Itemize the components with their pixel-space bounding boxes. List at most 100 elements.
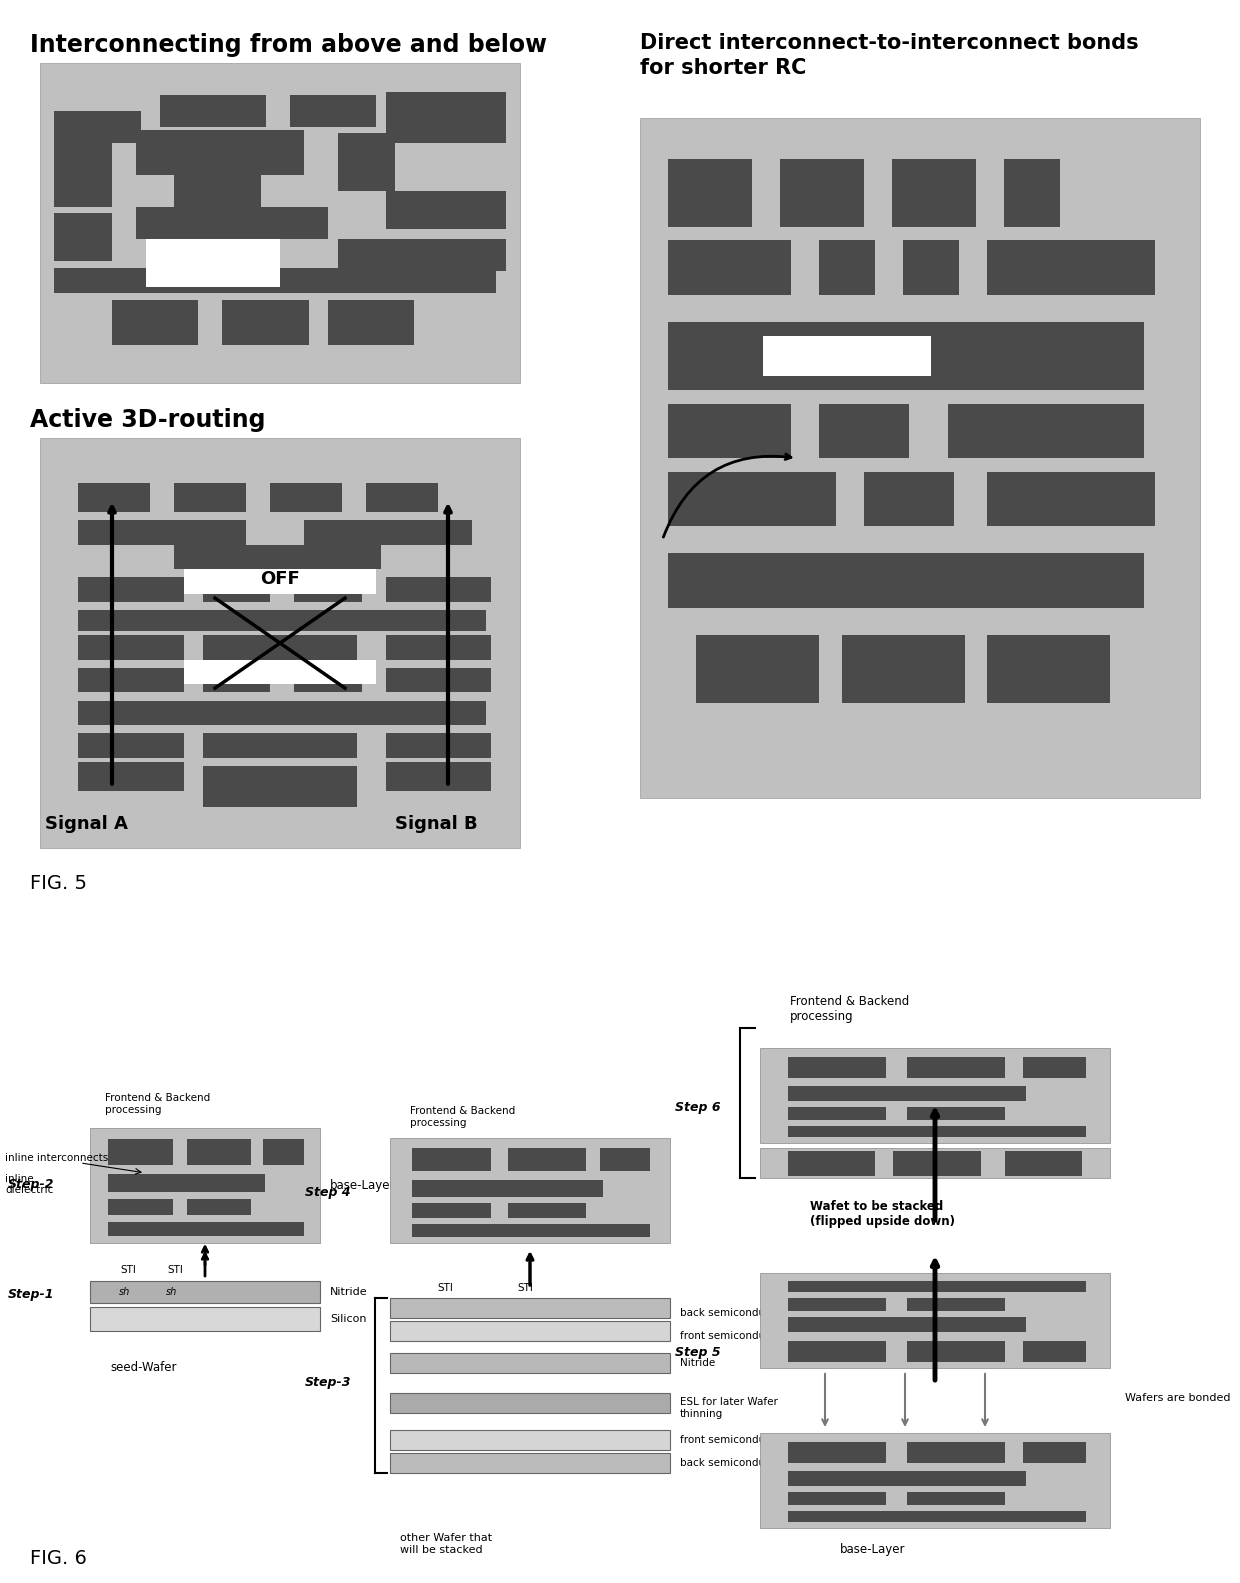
Bar — [1004, 1151, 1083, 1176]
Text: sh: sh — [166, 1287, 177, 1296]
Bar — [78, 635, 184, 660]
Bar — [787, 1281, 1085, 1292]
Bar — [787, 1298, 887, 1311]
Text: Nitride: Nitride — [680, 1358, 715, 1368]
Bar — [91, 1281, 320, 1303]
Bar — [787, 1510, 1085, 1523]
Bar — [987, 472, 1156, 526]
Bar — [175, 245, 280, 271]
Bar — [391, 1353, 670, 1372]
Bar — [668, 241, 791, 294]
Bar — [787, 1471, 1025, 1486]
Bar — [160, 95, 265, 127]
Bar — [391, 1429, 670, 1450]
Bar — [949, 404, 1145, 457]
Text: Silicon: Silicon — [330, 1314, 367, 1323]
Text: back semiconductor: back semiconductor — [680, 1308, 786, 1319]
Bar — [175, 483, 247, 511]
Bar — [668, 472, 836, 526]
Bar — [640, 119, 1200, 798]
Bar — [696, 635, 820, 703]
Bar — [91, 1308, 320, 1331]
Bar — [108, 1222, 304, 1236]
Bar — [906, 1107, 1004, 1121]
Text: STI: STI — [436, 1282, 453, 1293]
Text: Interconnecting from above and below: Interconnecting from above and below — [30, 33, 547, 57]
Text: back semiconductor: back semiconductor — [680, 1458, 786, 1467]
Text: STI: STI — [517, 1282, 533, 1293]
Bar — [337, 239, 506, 271]
Bar — [668, 158, 751, 226]
Bar — [906, 1341, 1004, 1363]
Text: Step 6: Step 6 — [675, 1102, 720, 1114]
Bar — [760, 1433, 1110, 1528]
Bar — [386, 635, 491, 660]
Bar — [820, 241, 875, 294]
Bar — [386, 668, 491, 692]
Text: base-Layer: base-Layer — [330, 1179, 396, 1192]
Text: Step-1: Step-1 — [7, 1289, 55, 1301]
Bar — [55, 268, 496, 293]
Text: inline interconnects: inline interconnects — [5, 1152, 108, 1164]
Text: OFF: OFF — [260, 570, 300, 589]
Bar — [222, 299, 309, 345]
Bar — [787, 1086, 1025, 1102]
Bar — [668, 404, 791, 457]
Bar — [391, 1138, 670, 1243]
Bar — [91, 1127, 320, 1243]
Bar — [78, 578, 184, 602]
Bar — [386, 733, 491, 758]
Bar — [203, 635, 357, 660]
Bar — [413, 1148, 491, 1171]
Bar — [763, 336, 931, 377]
Bar — [820, 404, 909, 457]
Bar — [413, 1224, 651, 1236]
Bar — [184, 570, 376, 594]
Bar — [787, 1057, 887, 1078]
Bar — [55, 111, 141, 142]
Bar — [507, 1148, 587, 1171]
Text: Frontend & Backend
processing: Frontend & Backend processing — [790, 994, 909, 1023]
Bar — [184, 660, 376, 684]
Bar — [270, 483, 342, 511]
Bar — [78, 521, 247, 545]
Bar — [112, 299, 198, 345]
Text: Step-3: Step-3 — [305, 1377, 351, 1390]
Bar — [787, 1151, 875, 1176]
Text: Nitride: Nitride — [330, 1287, 367, 1296]
Bar — [337, 133, 396, 192]
Bar — [391, 1320, 670, 1341]
Text: Step-2: Step-2 — [7, 1178, 55, 1192]
Bar — [787, 1126, 1085, 1137]
Bar — [906, 1298, 1004, 1311]
Text: seed-Wafer: seed-Wafer — [110, 1361, 176, 1374]
Bar — [987, 241, 1156, 294]
Text: base-Layer: base-Layer — [839, 1543, 905, 1556]
Bar — [386, 192, 506, 230]
Text: Frontend & Backend
processing: Frontend & Backend processing — [105, 1094, 211, 1114]
Bar — [108, 1140, 172, 1165]
Bar — [294, 578, 362, 602]
Bar — [78, 733, 184, 758]
Bar — [864, 472, 954, 526]
Bar — [413, 1203, 491, 1217]
Bar — [780, 158, 864, 226]
Bar — [760, 1273, 1110, 1368]
Bar — [507, 1203, 587, 1217]
Bar — [906, 1057, 1004, 1078]
Text: Wafers are bonded: Wafers are bonded — [1125, 1393, 1230, 1403]
Bar — [40, 63, 520, 383]
Bar — [893, 1151, 981, 1176]
Bar — [386, 578, 491, 602]
Bar — [787, 1491, 887, 1505]
Text: Step 5: Step 5 — [675, 1347, 720, 1360]
Text: FIG. 6: FIG. 6 — [30, 1550, 87, 1569]
Bar — [668, 321, 1145, 389]
Text: Direct interconnect-to-interconnect bonds
for shorter RC: Direct interconnect-to-interconnect bond… — [640, 33, 1138, 78]
Text: Signal B: Signal B — [396, 815, 477, 833]
Bar — [290, 95, 376, 127]
Bar — [78, 701, 486, 725]
Bar — [787, 1107, 887, 1121]
Bar — [391, 1298, 670, 1319]
Text: FIG. 5: FIG. 5 — [30, 874, 87, 893]
